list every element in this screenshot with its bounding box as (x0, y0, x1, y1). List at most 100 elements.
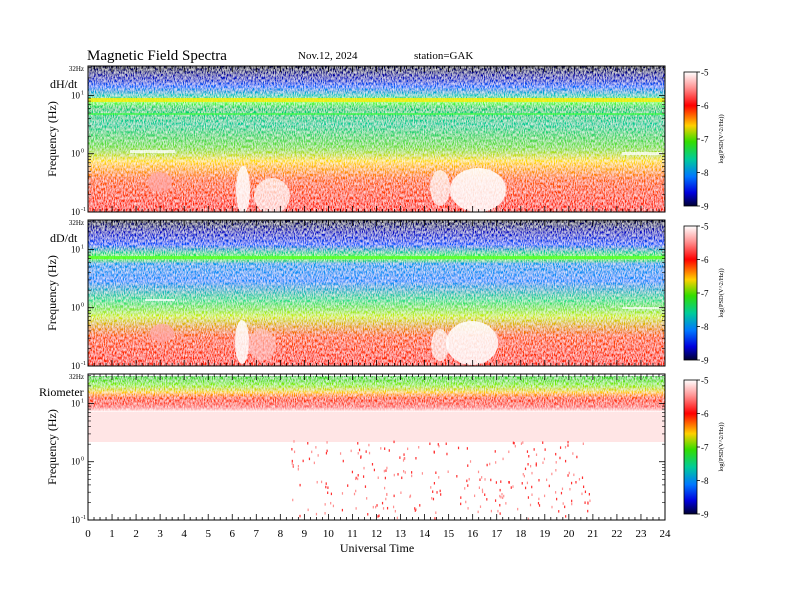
riometer-dot (513, 441, 515, 445)
riometer-dot (576, 455, 578, 459)
pulsation-line (130, 150, 175, 153)
colorbar-tick-label: -8 (701, 322, 709, 332)
riometer-dot (324, 503, 326, 506)
pulsation-burst (236, 166, 250, 214)
x-tick-label: 2 (133, 528, 139, 540)
riometer-dot (588, 492, 590, 496)
colorbar-tick-label: -6 (701, 255, 709, 265)
riometer-dot (364, 485, 367, 488)
riometer-dot (544, 448, 546, 451)
riometer-dot (535, 462, 537, 465)
riometer-dot (494, 450, 496, 453)
colorbar-tick-label: -8 (701, 168, 709, 178)
riometer-dot (495, 481, 497, 484)
riometer-dot (409, 495, 411, 499)
riometer-dot (464, 487, 466, 490)
riometer-dot (401, 476, 403, 480)
y-tick-exponent: -1 (81, 207, 86, 213)
riometer-dot (490, 478, 492, 482)
riometer-dot (499, 494, 501, 498)
riometer-dot (419, 504, 421, 507)
riometer-dot (481, 488, 484, 492)
riometer-dot (438, 444, 440, 448)
riometer-dot (367, 513, 369, 516)
riometer-dot (326, 449, 328, 453)
riometer-dot (366, 497, 368, 500)
riometer-dot (332, 504, 335, 508)
colorbar-tick-label: -5 (701, 222, 709, 232)
x-tick-label: 16 (467, 528, 479, 540)
riometer-dot (542, 461, 544, 464)
riometer-dot (316, 480, 318, 484)
riometer-dot (320, 480, 323, 484)
riometer-dot (357, 442, 359, 445)
riometer-dot (546, 478, 548, 482)
riometer-dot (524, 486, 527, 490)
riometer-dot (292, 464, 295, 467)
riometer-dot (522, 473, 524, 476)
riometer-dot (411, 474, 413, 478)
riometer-dot (559, 456, 561, 460)
riometer-dot (581, 476, 584, 479)
riometer-dot (386, 466, 388, 470)
riometer-dot (445, 442, 447, 446)
riometer-dot (291, 462, 293, 465)
colorbar-tick-label: -6 (701, 101, 709, 111)
riometer-dot (499, 512, 501, 515)
station-label: station=GAK (414, 50, 473, 62)
riometer-dot (473, 494, 476, 498)
y-tick-label: 32Hz (69, 65, 84, 73)
riometer-dot (460, 502, 462, 506)
riometer-dot (543, 457, 546, 461)
y-tick-exponent: 1 (81, 244, 84, 250)
riometer-dot (479, 505, 482, 508)
riometer-dot (355, 476, 357, 480)
riometer-dot (551, 472, 553, 476)
riometer-dot (386, 492, 388, 496)
riometer-dot (587, 502, 589, 505)
riometer-dot (565, 515, 567, 518)
riometer-dot (403, 470, 405, 473)
riometer-dot (365, 450, 367, 453)
riometer-dot (538, 497, 540, 501)
riometer-dot (501, 492, 503, 496)
riometer-dot (357, 477, 359, 481)
y-tick-label: 10 (71, 398, 81, 408)
riometer-dot (575, 480, 577, 484)
riometer-dot (435, 511, 437, 514)
riometer-dot (377, 515, 379, 518)
riometer-dot (383, 469, 385, 473)
riometer-dot (385, 497, 387, 501)
riometer-dot (527, 463, 529, 466)
riometer-dot (375, 505, 377, 509)
pulsation-burst (150, 324, 174, 342)
x-tick-label: 19 (539, 528, 551, 540)
y-axis-label-dd-dt: Frequency (Hz) (45, 255, 59, 331)
riometer-dot (522, 441, 524, 444)
riometer-dot (327, 486, 329, 489)
riometer-dot (561, 487, 564, 491)
y-tick-label: 10 (71, 90, 81, 100)
riometer-dot (486, 463, 488, 467)
riometer-dot (385, 469, 387, 472)
colorbar-label: log(PSD(V^2/Hz)) (718, 268, 725, 317)
x-tick-label: 24 (660, 528, 672, 540)
riometer-dot (404, 471, 406, 474)
riometer-dot (502, 496, 504, 500)
riometer-dot (477, 510, 479, 514)
riometer-dot (392, 505, 395, 509)
riometer-dot (584, 501, 586, 504)
riometer-dot (439, 489, 441, 493)
colorbar-tick-label: -9 (701, 510, 709, 520)
y-tick-exponent: -1 (81, 361, 86, 367)
riometer-dot (521, 482, 523, 485)
riometer-dot (484, 493, 486, 496)
riometer-dot (371, 463, 374, 466)
riometer-dot (429, 442, 431, 446)
riometer-dot (353, 492, 356, 496)
x-tick-label: 12 (371, 528, 382, 540)
riometer-dot (330, 492, 333, 496)
